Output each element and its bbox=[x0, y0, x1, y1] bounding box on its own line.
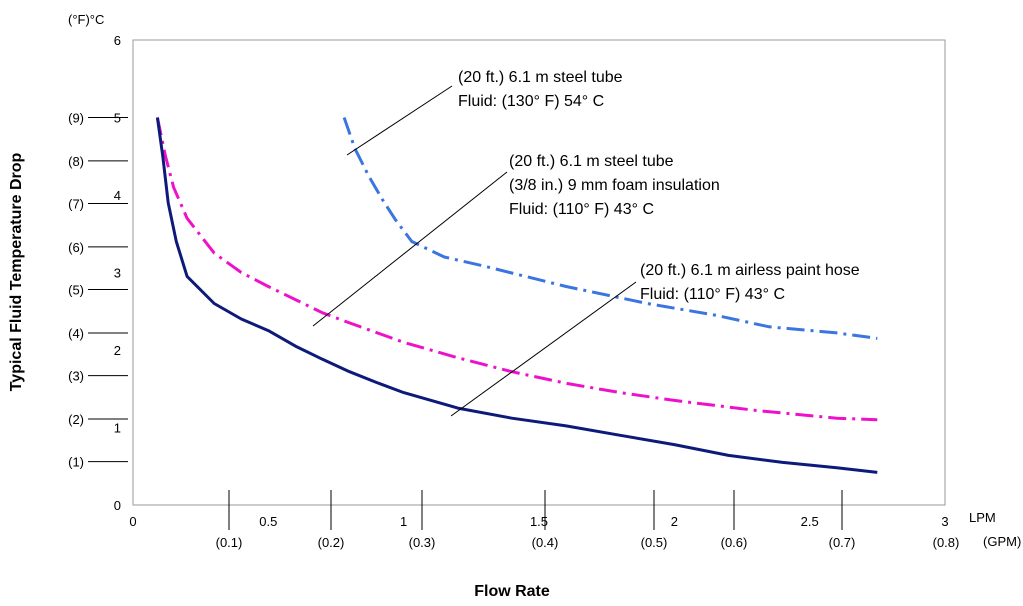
annotation-leader-line bbox=[346, 85, 453, 156]
y-tick-label-f: (4) bbox=[68, 326, 84, 341]
plot-area bbox=[132, 39, 946, 506]
x-ticks-gpm: (0.1) (0.2) (0.3) (0.4) (0.5) (0.6) (0.7) (0.8) bbox=[216, 490, 960, 550]
series-line-3 bbox=[155, 117, 878, 474]
annotation-leader-line bbox=[312, 171, 508, 327]
y-tick-label-c: 3 bbox=[114, 266, 121, 281]
x-tick-label-gpm: (0.7) bbox=[829, 535, 856, 550]
annotation-text: Fluid: (110° F) 43° C bbox=[640, 286, 785, 303]
x-tick-label-gpm: (0.8) bbox=[933, 535, 960, 550]
y-tick-label-c: 6 bbox=[114, 33, 121, 48]
annotation-leader-line bbox=[450, 281, 637, 417]
y-axis-title: Typical Fluid Temperature Drop bbox=[8, 153, 25, 392]
x-tick-label-gpm: (0.2) bbox=[318, 535, 345, 550]
series-line-2 bbox=[155, 117, 878, 422]
annotation-text: Fluid: (130° F) 54° C bbox=[458, 93, 604, 110]
annotation-text: (20 ft.) 6.1 m airless paint hose bbox=[640, 262, 860, 279]
x-tick-label-lpm: 0 bbox=[129, 514, 136, 529]
x-unit-primary-label: LPM bbox=[969, 510, 996, 525]
x-tick-label-lpm: 1 bbox=[400, 514, 407, 529]
y-tick-label-f: (5) bbox=[68, 283, 84, 298]
x-tick-label-lpm: 2 bbox=[671, 514, 678, 529]
series-line-1 bbox=[342, 117, 878, 340]
y-unit-label: (°F)°C bbox=[68, 12, 104, 27]
y-tick-label-f: (8) bbox=[68, 154, 84, 169]
y-tick-label-f: (6) bbox=[68, 240, 84, 255]
x-ticks-lpm: 0 0.5 1 1.5 2 2.5 3 bbox=[129, 514, 948, 529]
x-tick-label-gpm: (0.5) bbox=[641, 535, 668, 550]
y-ticks-celsius: 0123456 bbox=[114, 33, 121, 513]
y-tick-label-c: 0 bbox=[114, 498, 121, 513]
x-tick-label-lpm: 3 bbox=[941, 514, 948, 529]
x-axis-title: Flow Rate bbox=[474, 583, 550, 600]
y-tick-label-f: (9) bbox=[68, 111, 84, 126]
annotations-group: (20 ft.) 6.1 m steel tube Fluid: (130° F)… bbox=[312, 69, 860, 417]
x-tick-label-gpm: (0.1) bbox=[216, 535, 243, 550]
y-tick-label-f: (7) bbox=[68, 197, 84, 212]
series-group bbox=[155, 117, 878, 474]
y-tick-label-f: (3) bbox=[68, 369, 84, 384]
annotation-text: (3/8 in.) 9 mm foam insulation bbox=[509, 177, 720, 194]
y-tick-label-c: 2 bbox=[114, 343, 121, 358]
x-tick-label-gpm: (0.4) bbox=[532, 535, 559, 550]
y-tick-label-f: (1) bbox=[68, 455, 84, 470]
x-tick-label-lpm: 2.5 bbox=[801, 514, 819, 529]
y-tick-label-f: (2) bbox=[68, 412, 84, 427]
annotation-text: Fluid: (110° F) 43° C bbox=[509, 201, 654, 218]
y-tick-label-c: 4 bbox=[114, 188, 121, 203]
x-tick-label-gpm: (0.3) bbox=[409, 535, 436, 550]
y-tick-label-c: 1 bbox=[114, 421, 121, 436]
annotation-text: (20 ft.) 6.1 m steel tube bbox=[458, 69, 623, 86]
annotation-text: (20 ft.) 6.1 m steel tube bbox=[509, 153, 674, 170]
x-tick-label-gpm: (0.6) bbox=[721, 535, 748, 550]
y-ticks-fahrenheit: (1) (2) (3) (4) (5) (6) (7) (8) (9) bbox=[68, 111, 128, 470]
x-tick-label-lpm: 0.5 bbox=[259, 514, 277, 529]
x-tick-label-lpm: 1.5 bbox=[530, 514, 548, 529]
x-unit-secondary-label: (GPM) bbox=[983, 534, 1021, 549]
